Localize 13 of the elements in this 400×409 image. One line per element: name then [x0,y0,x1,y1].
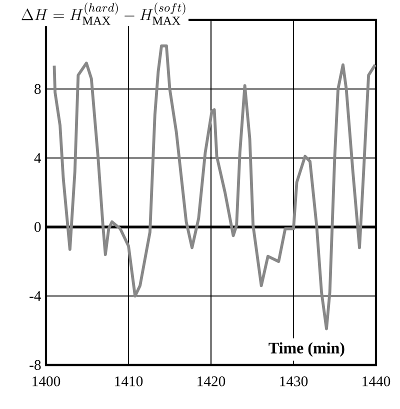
x-tick-label: 1410 [115,376,143,386]
y-tick-label: 0 [34,222,41,232]
x-axis-title: Time (min) [268,342,344,357]
chart-title: $\Delta H = H_{\mathrm{MAX}}^{(hard)} - H_{\mathrm{MAX}}^{(soft)}$ [22,2,186,25]
line-series [52,44,376,330]
y-tick-label: -8 [30,360,41,370]
x-tick-label: 1430 [280,376,308,386]
y-tick-label: -4 [30,291,42,301]
x-tick-label: 1400 [32,376,60,386]
x-tick-label: 1440 [362,376,390,386]
x-tick-label: 1420 [198,376,226,386]
y-tick-label: 4 [34,153,42,163]
y-tick-label: 8 [34,84,41,94]
